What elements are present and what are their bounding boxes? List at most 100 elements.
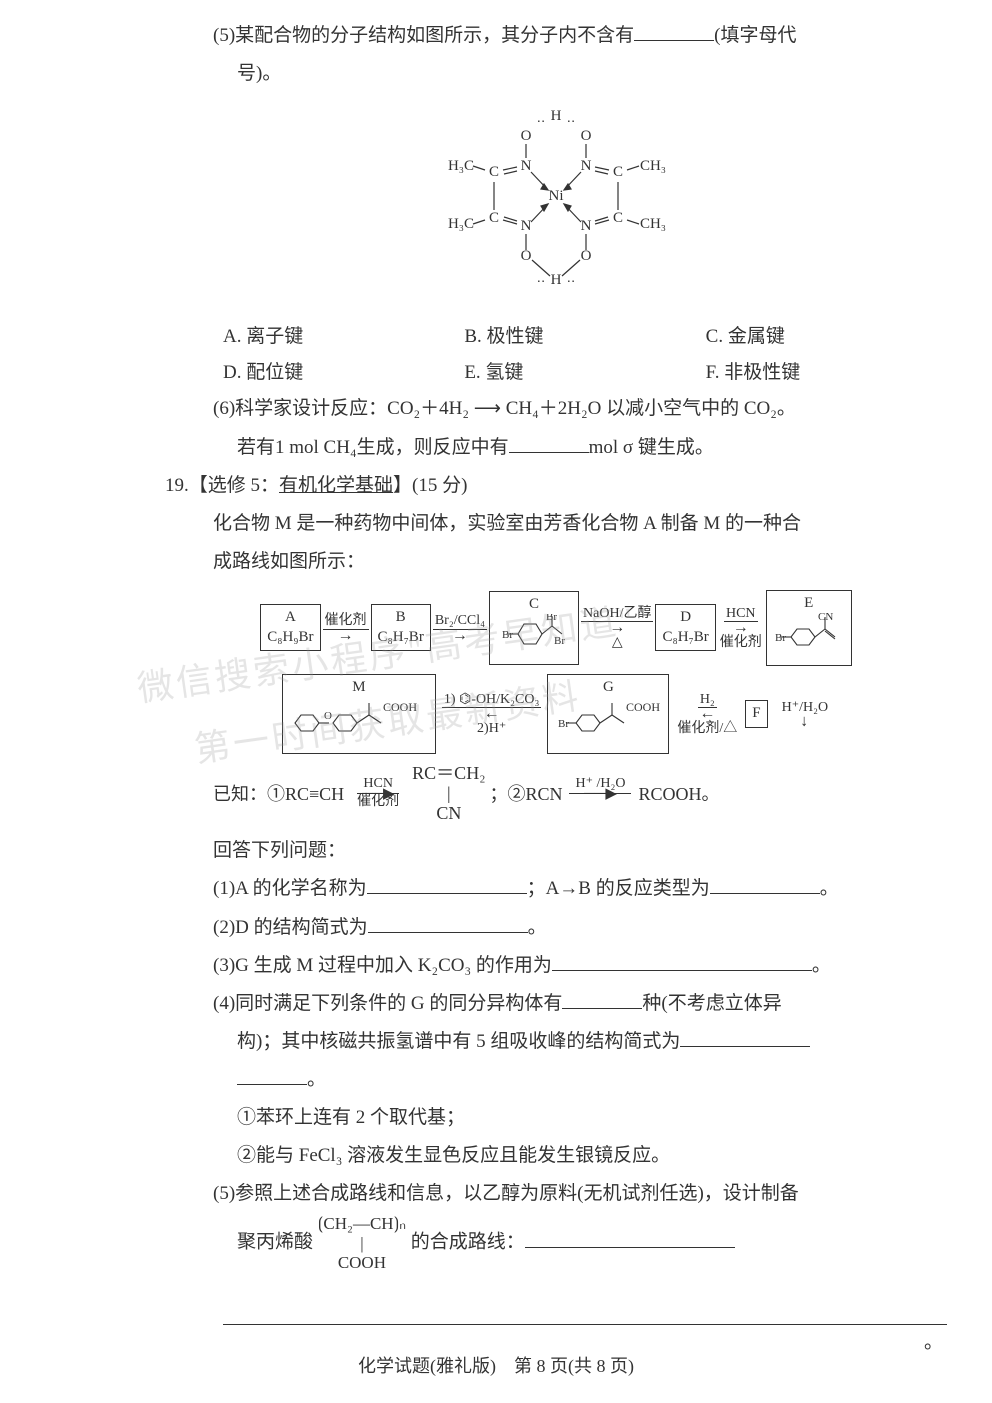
q19-1b: ；A→B 的反应类型为: [527, 878, 710, 899]
opt-F: F. 非极性键: [706, 355, 947, 391]
svg-text:Br: Br: [558, 718, 569, 730]
svg-text:N: N: [521, 158, 532, 174]
svg-text:H₃C: H₃C: [448, 216, 474, 232]
q19-5-l1: (5)参照上述合成路线和信息，以乙醇为原料(无机试剂任选)，设计制备: [165, 1176, 947, 1212]
svg-text:Br: Br: [502, 629, 513, 641]
q19-4-blank1: [562, 988, 642, 1009]
q5-line2: 号)。: [165, 56, 947, 92]
known-label: 已知：①RC≡CH: [213, 777, 344, 811]
arrow-AB: 催化剂→: [323, 613, 369, 642]
arrow-GM: 1) ⌬-OH/K₂CO₃←2)H⁺: [442, 692, 541, 737]
q19-4-cond2: ②能与 FeCl₃ 溶液发生显色反应且能发生银镜反应。: [165, 1138, 947, 1174]
q19-3: (3)G 生成 M 过程中加入 K₂CO₃ 的作用为 。: [165, 948, 947, 984]
svg-text:N: N: [521, 218, 532, 234]
node-M: M OCOOH: [282, 674, 436, 754]
svg-text:Br: Br: [554, 635, 565, 647]
known-r2-label: ；②RCN: [489, 777, 562, 811]
q19-3-blank: [552, 950, 812, 971]
known-mid: RC＝CH₂|CN: [412, 764, 485, 823]
q19-4-cond1: ①苯环上连有 2 个取代基；: [165, 1100, 947, 1136]
arrow-EF: H⁺/H₂O→: [780, 700, 831, 728]
svg-text:N: N: [581, 218, 592, 234]
opt-D: D. 配位键: [223, 355, 464, 391]
q5-line1: (5)某配合物的分子结构如图所示，其分子内不含有 (填字母代: [165, 18, 947, 54]
q19-1-blank2: [710, 874, 820, 895]
node-C: C BrBrBr: [489, 591, 579, 665]
arrow-DE: HCN→催化剂: [718, 606, 764, 651]
svg-text:‥: ‥: [537, 270, 546, 285]
q6-blank: [509, 432, 589, 453]
q5-text-a: (5)某配合物的分子结构如图所示，其分子内不含有: [213, 25, 634, 46]
q19-4b: 种(不考虑立体异: [642, 993, 781, 1014]
q5-blank: [634, 20, 714, 41]
svg-text:CH₃: CH₃: [640, 158, 666, 174]
q19-4d: 。: [307, 1069, 326, 1090]
svg-text:C: C: [613, 164, 623, 180]
svg-text:O: O: [581, 248, 592, 264]
svg-text:H: H: [551, 108, 562, 124]
q19-2-blank: [368, 912, 528, 933]
q19-1c: 。: [820, 878, 839, 899]
q5-text-b: (填字母代: [714, 25, 796, 46]
q19-4a: (4)同时满足下列条件的 G 的同分异构体有: [213, 993, 562, 1014]
svg-text:O: O: [521, 128, 532, 144]
svg-text:CN: CN: [818, 613, 833, 623]
q19-4-blank3: [237, 1064, 307, 1085]
q19-4-l1: (4)同时满足下列条件的 G 的同分异构体有 种(不考虑立体异: [165, 986, 947, 1022]
q19-3a: (3)G 生成 M 过程中加入 K₂CO₃ 的作用为: [213, 955, 552, 976]
q5-options-row2: D. 配位键 E. 氢键 F. 非极性键: [165, 355, 947, 391]
known-arrow1: HCN ──▶ 催化剂: [348, 776, 408, 811]
molecule-diagram: H OO ‥‥ NN Ni CC H₃CCH₃ CC H₃CCH₃ NN OO …: [165, 100, 947, 313]
svg-text:N: N: [581, 158, 592, 174]
node-B: BC₈H₇Br: [371, 604, 431, 651]
q19-5c: 的合成路线：: [411, 1232, 525, 1253]
arrow-CD: NaOH/乙醇→△: [581, 606, 653, 651]
node-G: G BrCOOH: [547, 674, 669, 754]
q19-2b: 。: [528, 917, 547, 938]
opt-B: B. 极性键: [464, 319, 705, 355]
svg-text:COOH: COOH: [626, 700, 660, 714]
svg-text:H₃C: H₃C: [448, 158, 474, 174]
answer-label: 回答下列问题：: [165, 833, 947, 869]
arrow-BC: Br₂/CCl₄→: [433, 613, 487, 642]
q19-intro1: 化合物 M 是一种药物中间体，实验室由芳香化合物 A 制备 M 的一种合: [165, 506, 947, 542]
q19-1a: (1)A 的化学名称为: [213, 878, 367, 899]
q19-he: 】(15 分): [393, 475, 467, 496]
page-footer: 化学试题(雅礼版) 第 8 页(共 8 页): [0, 1349, 992, 1383]
reaction-scheme: AC₈H₉Br 催化剂→ BC₈H₇Br Br₂/CCl₄→ C BrBrBr …: [165, 590, 947, 754]
svg-text:‥: ‥: [537, 110, 546, 125]
svg-text:H: H: [551, 272, 562, 288]
q19-4c: 构)；其中核磁共振氢谱中有 5 组吸收峰的结构简式为: [237, 1031, 680, 1052]
q19-5-blank-line: [223, 1297, 947, 1325]
q19-4-blank2: [680, 1026, 810, 1047]
opt-E: E. 氢键: [464, 355, 705, 391]
node-A: AC₈H₉Br: [260, 604, 320, 651]
svg-text:C: C: [489, 210, 499, 226]
svg-text:COOH: COOH: [383, 700, 417, 714]
svg-text:‥: ‥: [567, 270, 576, 285]
opt-C: C. 金属键: [706, 319, 947, 355]
q19-2: (2)D 的结构简式为。: [165, 910, 947, 946]
svg-text:C: C: [489, 164, 499, 180]
node-F: F: [745, 700, 767, 728]
q19-5b: 聚丙烯酸: [237, 1232, 313, 1253]
svg-text:O: O: [581, 128, 592, 144]
q19-h1: 19.【选修 5：: [165, 475, 279, 496]
svg-text:Br: Br: [546, 614, 557, 623]
q19-4-l3: 。: [165, 1062, 947, 1098]
known-reactions: 已知：①RC≡CH HCN ──▶ 催化剂 RC＝CH₂|CN ；②RCN H⁺…: [165, 764, 947, 823]
known-r2-end: RCOOH。: [638, 777, 719, 811]
q19-3b: 。: [812, 955, 831, 976]
q5-options-row1: A. 离子键 B. 极性键 C. 金属键: [165, 319, 947, 355]
q6-l2a: 若有1 mol CH₄生成，则反应中有: [237, 437, 509, 458]
node-E: E BrCN: [766, 590, 852, 666]
q19-1-blank1: [367, 874, 527, 895]
q19-4-l2: 构)；其中核磁共振氢谱中有 5 组吸收峰的结构简式为: [165, 1024, 947, 1060]
opt-A: A. 离子键: [223, 319, 464, 355]
q19-header: 19.【选修 5：有机化学基础】(15 分): [165, 468, 947, 504]
node-D: DC₈H₇Br: [655, 604, 715, 651]
known-arrow2: H⁺ /H₂O ──▶: [566, 776, 634, 811]
arrow-FG: H₂←催化剂/△: [675, 692, 739, 737]
svg-text:O: O: [324, 710, 332, 722]
q19-1: (1)A 的化学名称为 ；A→B 的反应类型为 。: [165, 871, 947, 907]
